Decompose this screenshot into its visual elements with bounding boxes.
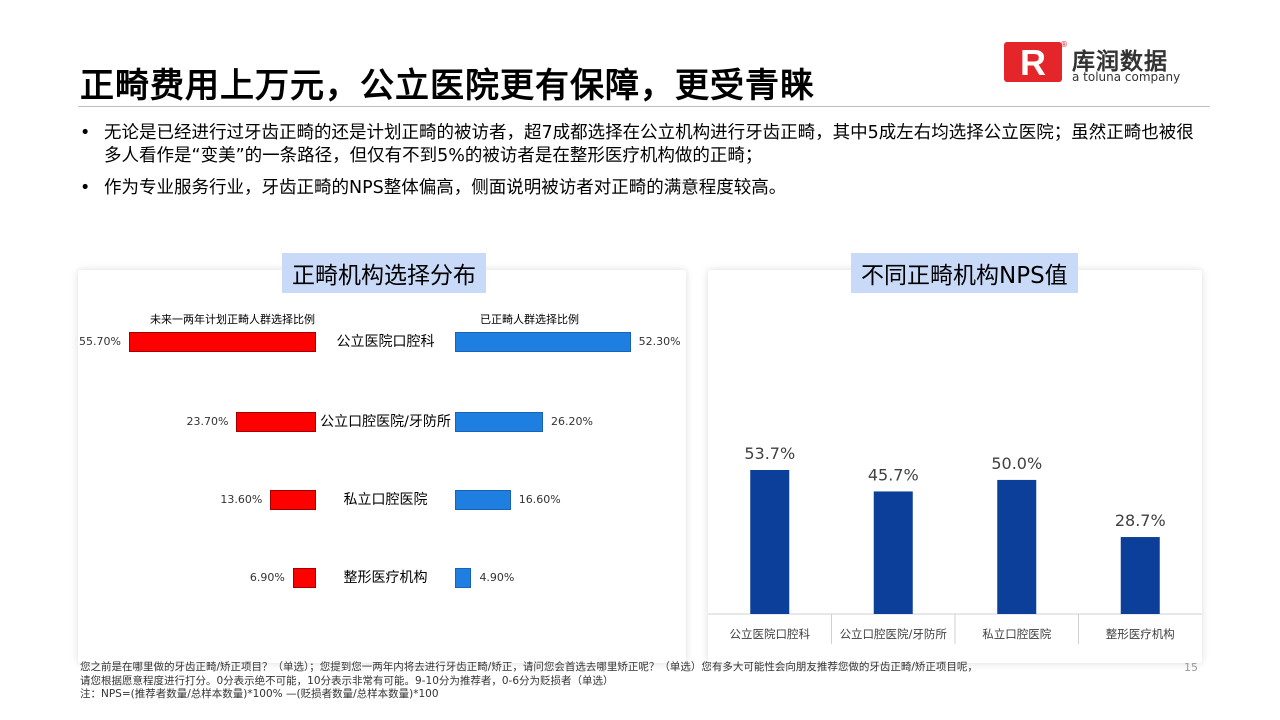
nps-bar: [997, 479, 1037, 614]
footnote-line: 请您根据愿意程度进行打分。0分表示绝不可能，10分表示非常有可能。9-10分为推…: [80, 674, 614, 687]
nps-category-label: 私立口腔医院: [982, 627, 1051, 641]
legend-planned: 未来一两年计划正畸人群选择比例: [150, 313, 315, 326]
nps-value-label: 28.7%: [1115, 511, 1166, 530]
done-bar: [455, 490, 511, 510]
bullet-item: • 无论是已经进行过牙齿正畸的还是计划正畸的被访者，超7成都选择在公立机构进行牙齿…: [80, 122, 1210, 168]
planned-value-label: 13.60%: [220, 493, 263, 506]
planned-bar: [129, 332, 316, 352]
nps-bar: [1120, 537, 1160, 614]
registered-mark: ®: [1060, 40, 1068, 49]
bullet-text: 无论是已经进行过牙齿正畸的还是计划正畸的被访者，超7成都选择在公立机构进行牙齿正…: [104, 123, 1194, 166]
planned-value-label: 6.90%: [249, 571, 285, 584]
done-value-label: 26.20%: [550, 415, 593, 428]
done-value-label: 4.90%: [479, 571, 515, 584]
footnote: 您之前是在哪里做的牙齿正畸/矫正项目？（单选）；您提到您一两年内将去进行牙齿正畸…: [80, 661, 1130, 702]
nps-value-label: 53.7%: [744, 444, 795, 463]
planned-value-label: 55.70%: [79, 335, 121, 348]
nps-value-label: 50.0%: [991, 454, 1042, 473]
footnote-line: 注：NPS=(推荐者数量/总样本数量)*100% —(贬损者数量/总样本数量)*…: [80, 688, 439, 700]
planned-value-label: 23.70%: [186, 415, 229, 428]
nps-bar: [873, 491, 913, 614]
bullet-list: • 无论是已经进行过牙齿正畸的还是计划正畸的被访者，超7成都选择在公立机构进行牙齿…: [80, 122, 1210, 209]
category-label: 公立口腔医院/牙防所: [320, 414, 451, 430]
bullet-item: • 作为专业服务行业，牙齿正畸的NPS整体偏高，侧面说明被访者对正畸的满意程度较高…: [80, 177, 1210, 200]
category-label: 私立口腔医院: [343, 492, 428, 508]
done-value-label: 16.60%: [518, 493, 561, 506]
footnote-line: 您之前是在哪里做的牙齿正畸/矫正项目？（单选）；您提到您一两年内将去进行牙齿正畸…: [80, 661, 978, 673]
done-bar: [455, 568, 472, 588]
nps-panel: [708, 270, 1202, 663]
nps-value-label: 45.7%: [868, 465, 919, 484]
logo-mark-text: R: [1020, 42, 1046, 83]
nps-bar-chart: 53.7% 公立医院口腔科 45.7% 公立口腔医院/牙防所 50.0% 私立口腔医院 28…: [708, 444, 1202, 644]
done-bar: [455, 412, 543, 432]
legend-done: 已正畸人群选择比例: [480, 313, 579, 326]
institution-distribution-panel: [78, 270, 686, 663]
nps-bar: [750, 470, 790, 614]
title-divider: [78, 106, 1210, 107]
page-title: 正畸费用上万元，公立医院更有保障，更受青睐: [80, 66, 815, 106]
bullet-text: 作为专业服务行业，牙齿正畸的NPS整体偏高，侧面说明被访者对正畸的满意程度较高。: [104, 178, 787, 198]
planned-bar: [270, 490, 316, 510]
nps-chart-title: 不同正畸机构NPS值: [851, 253, 1078, 293]
company-logo: R ® 库润数据 a toluna company: [1004, 40, 1194, 88]
logo-tagline: a toluna company: [1072, 70, 1181, 84]
nps-category-label: 整形医疗机构: [1106, 627, 1175, 641]
logo-brand-name: 库润数据: [1072, 49, 1168, 75]
category-label: 公立医院口腔科: [336, 334, 435, 350]
done-value-label: 52.30%: [638, 335, 681, 348]
distribution-chart-title: 正畸机构选择分布: [282, 253, 486, 293]
bullet-dot: •: [80, 123, 91, 143]
category-label: 整形医疗机构: [343, 570, 428, 586]
planned-bar: [236, 412, 316, 432]
planned-bar: [292, 568, 316, 588]
nps-category-label: 公立口腔医院/牙防所: [840, 627, 948, 641]
nps-category-label: 公立医院口腔科: [730, 627, 811, 641]
page-number: 15: [1184, 661, 1198, 674]
bullet-dot: •: [80, 178, 91, 198]
done-bar: [455, 332, 631, 352]
logo-r-icon: R: [1004, 42, 1062, 83]
